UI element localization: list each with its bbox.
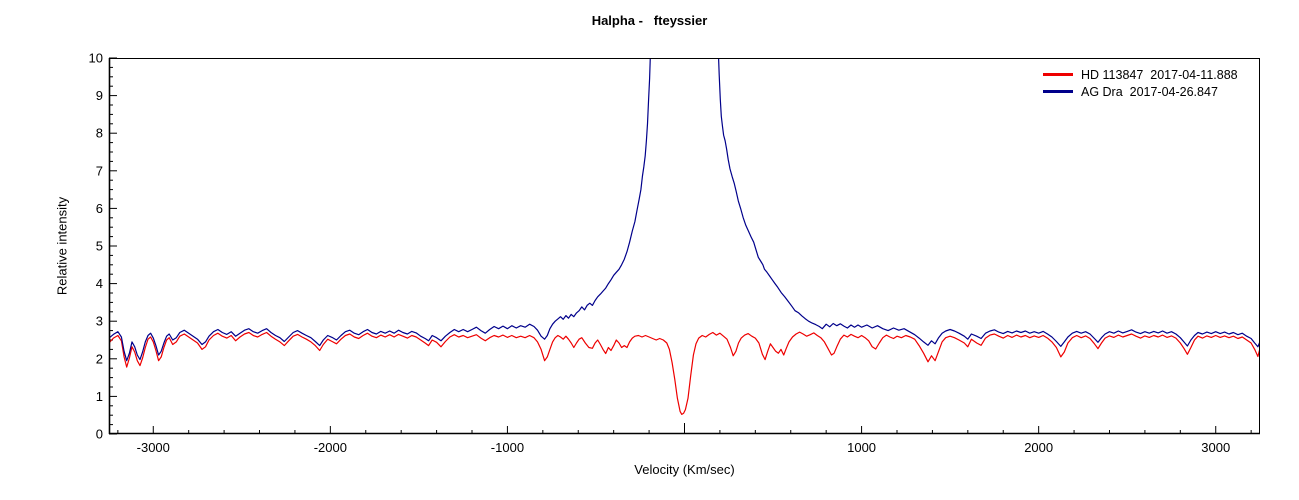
legend-line-blue-icon (1043, 90, 1073, 93)
legend: HD 113847 2017-04-11.888 AG Dra 2017-04-… (1043, 66, 1238, 100)
x-axis-title: Velocity (Km/sec) (634, 462, 735, 477)
x-tick-label: 3000 (1201, 440, 1230, 455)
y-tick-label: 6 (96, 201, 103, 216)
axis-ticks (109, 57, 1252, 435)
x-tick-label: 1000 (847, 440, 876, 455)
legend-label-hd113847: HD 113847 2017-04-11.888 (1081, 67, 1238, 82)
x-tick-label: -3000 (137, 440, 170, 455)
legend-item-agdra: AG Dra 2017-04-26.847 (1043, 83, 1238, 100)
y-tick-label: 2 (96, 351, 103, 366)
chart-title: Halpha - fteyssier (591, 13, 708, 28)
y-tick-label: 8 (96, 126, 103, 141)
y-tick-label: 7 (96, 163, 103, 178)
series-line-hd113847 (109, 331, 1260, 415)
legend-line-red-icon (1043, 73, 1073, 76)
axis-tick-labels: -3000 -2000 -1000 1000 2000 3000 0 1 2 3 4 5 6 7 8 9 10 (89, 51, 1231, 456)
y-tick-label: 10 (89, 51, 103, 66)
x-tick-label: -2000 (314, 440, 347, 455)
y-axis-title: Relative intensity (54, 196, 70, 296)
legend-label-agdra: AG Dra 2017-04-26.847 (1081, 84, 1218, 99)
y-tick-label: 3 (96, 314, 103, 329)
legend-item-hd113847: HD 113847 2017-04-11.888 (1043, 66, 1238, 83)
x-tick-label: 2000 (1024, 440, 1053, 455)
y-tick-label: 9 (96, 88, 103, 103)
y-tick-label: 1 (96, 389, 103, 404)
x-tick-label: -1000 (491, 440, 524, 455)
plot-border (109, 58, 1260, 434)
y-tick-label: 4 (96, 276, 103, 291)
y-tick-label: 5 (96, 239, 103, 254)
y-tick-label: 0 (96, 427, 103, 442)
series-line-agdra (109, 58, 1260, 362)
